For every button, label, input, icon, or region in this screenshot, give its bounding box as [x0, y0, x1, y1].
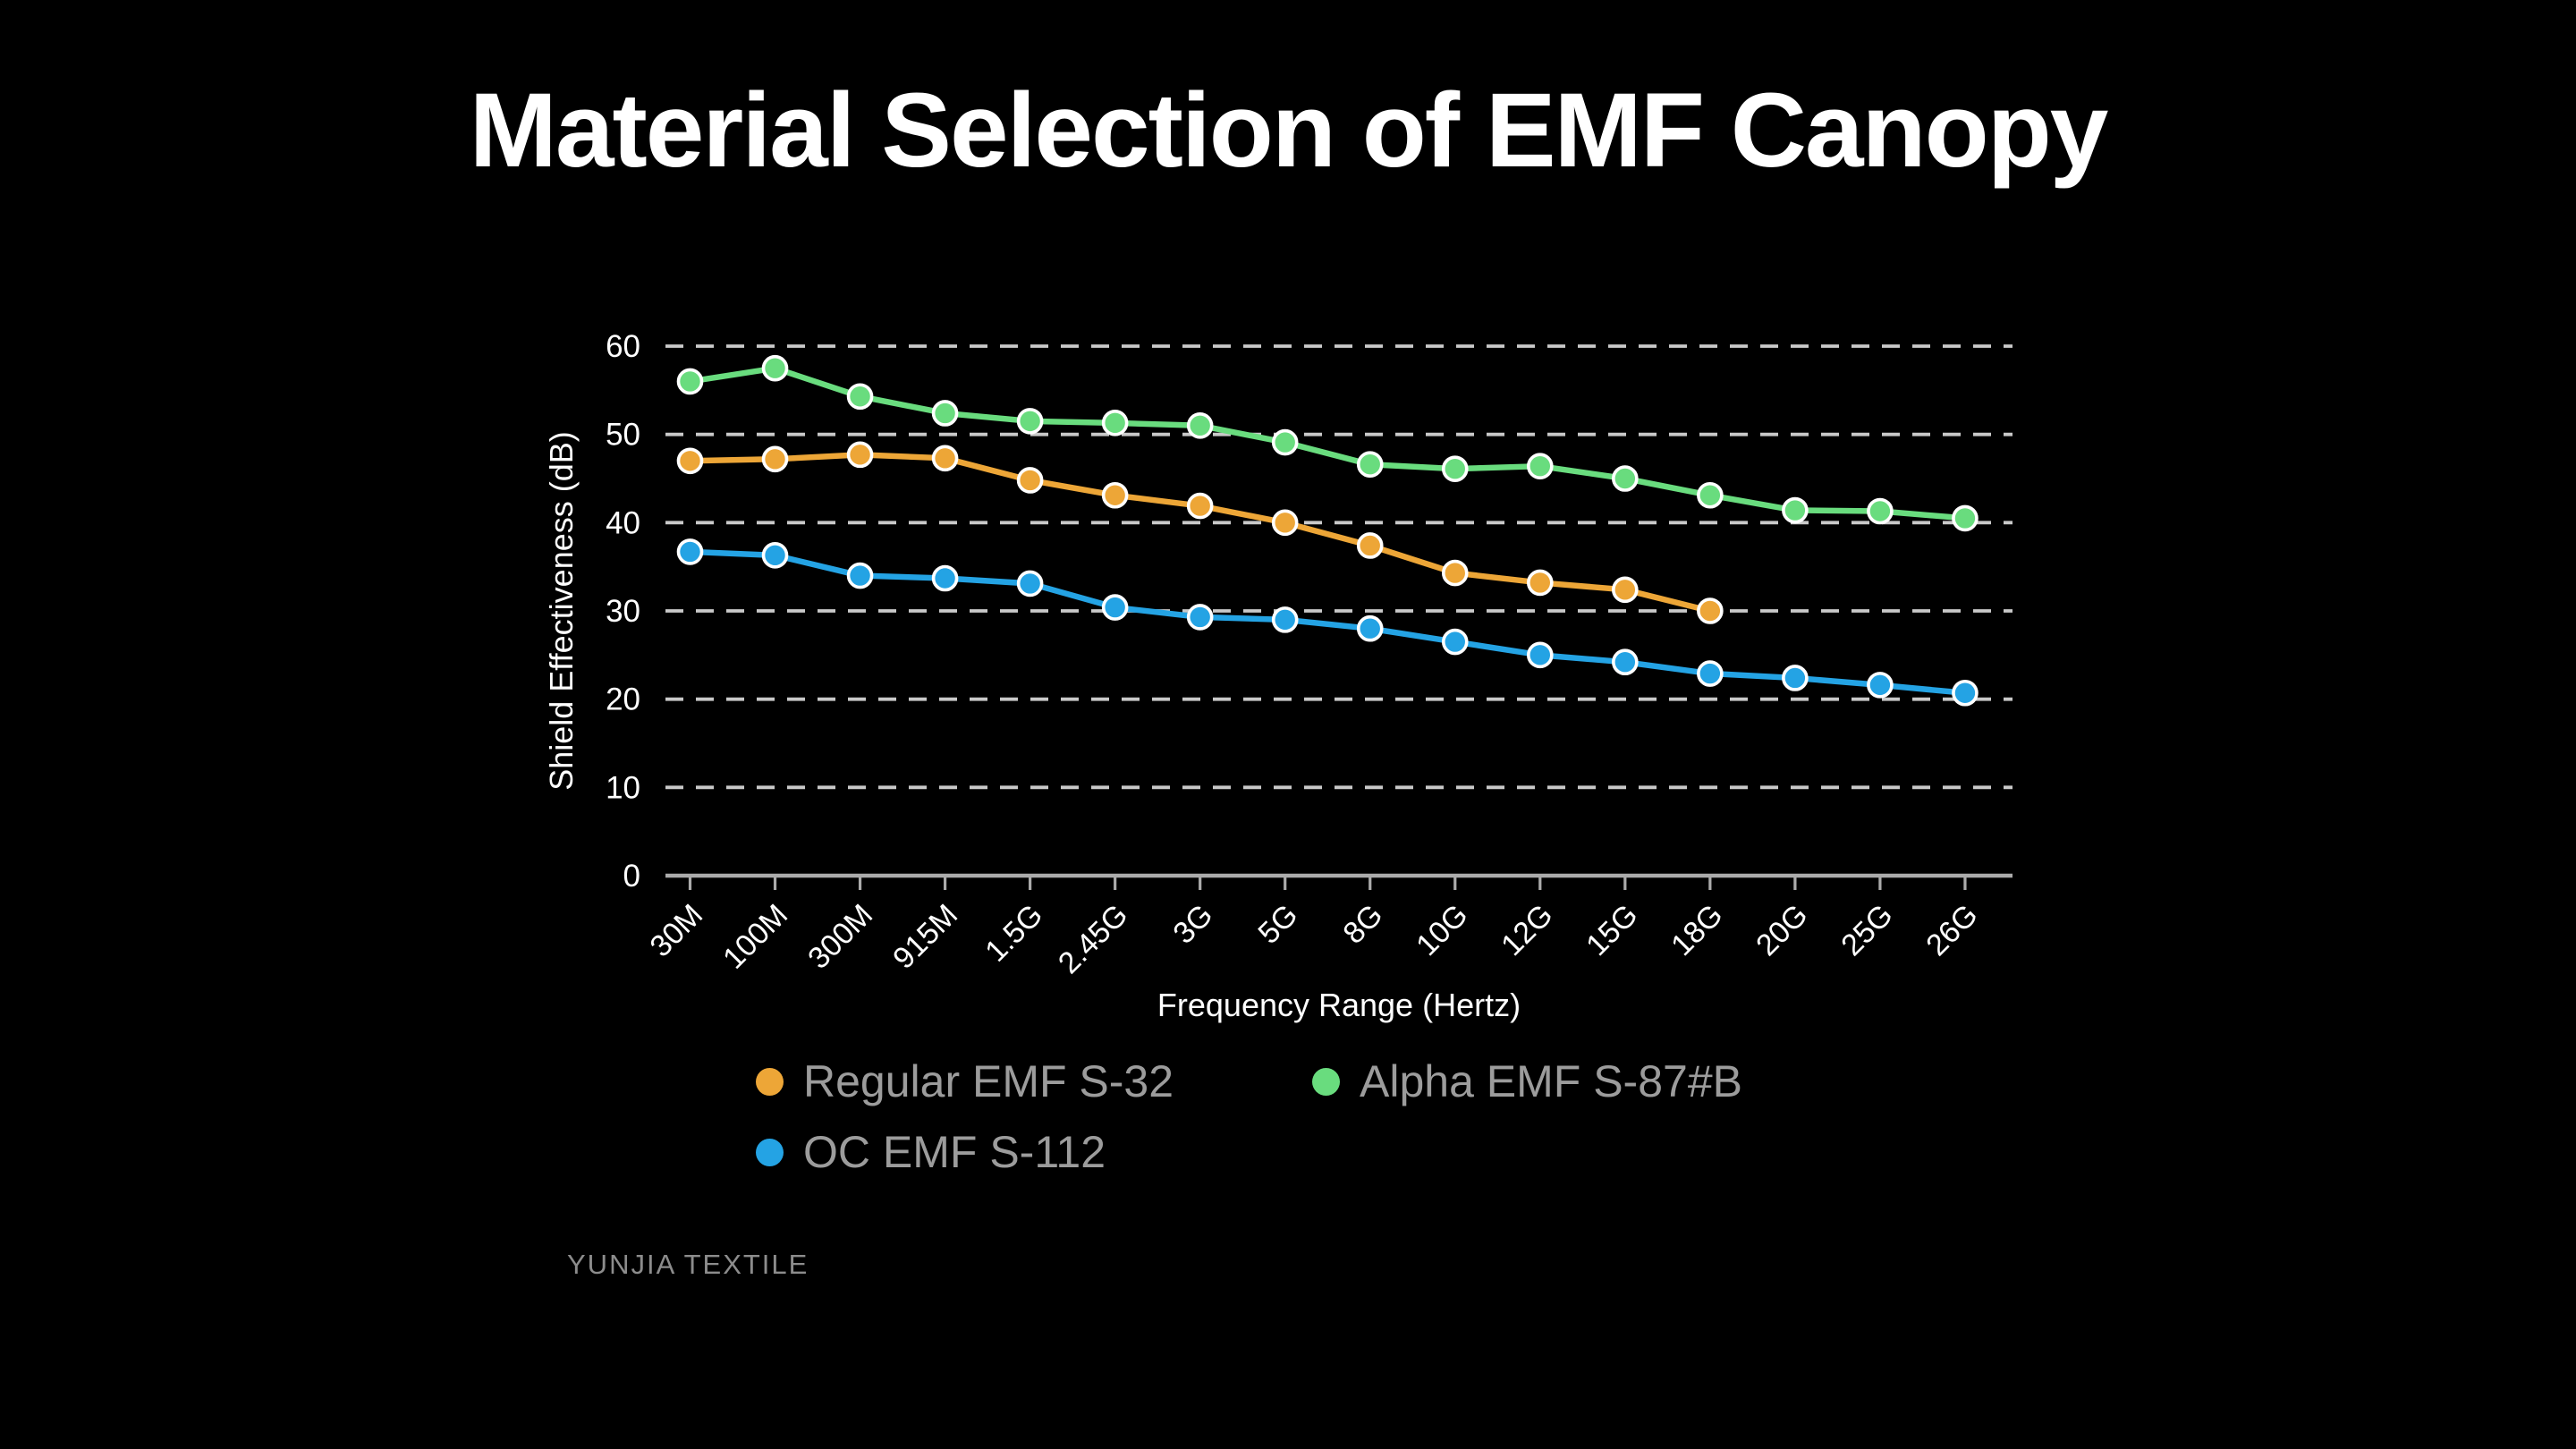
data-point-marker	[1867, 672, 1894, 699]
legend-swatch	[756, 1139, 784, 1166]
data-point-marker	[1867, 497, 1894, 525]
data-point-marker	[1101, 410, 1129, 436]
x-tick-label: 12G	[1495, 898, 1559, 962]
data-point-marker	[1441, 559, 1469, 587]
data-point-marker	[1016, 467, 1044, 494]
series-line	[687, 452, 1714, 614]
data-point-marker	[846, 441, 874, 469]
page-title: Material Selection of EMF Canopy	[469, 72, 2109, 190]
x-tick-label: 10G	[1410, 898, 1474, 962]
data-point-marker	[1101, 594, 1129, 621]
x-tick-label: 25G	[1835, 898, 1899, 962]
data-point-marker	[1441, 628, 1469, 656]
data-point-marker	[1356, 451, 1384, 479]
data-point-marker	[1271, 509, 1299, 537]
data-point-marker	[1271, 606, 1299, 633]
data-point-marker	[1186, 492, 1214, 520]
data-point-marker	[1782, 496, 1809, 524]
data-point-marker	[1186, 411, 1214, 439]
data-point-marker	[931, 400, 959, 427]
data-point-marker	[846, 562, 874, 589]
data-point-marker	[1697, 660, 1724, 687]
data-point-marker	[761, 542, 789, 569]
legend-label: OC EMF S-112	[803, 1127, 1106, 1177]
data-point-marker	[1952, 504, 1979, 532]
data-point-marker	[1527, 569, 1554, 597]
data-point-marker	[846, 383, 874, 411]
data-point-marker	[676, 368, 704, 395]
data-point-marker	[931, 564, 959, 592]
x-tick-label: 26G	[1919, 898, 1984, 962]
x-tick-label: 20G	[1750, 898, 1814, 962]
data-point-marker	[1016, 570, 1044, 597]
x-tick-label: 100M	[716, 898, 794, 976]
x-tick-label: 1.5G	[979, 898, 1049, 969]
data-point-marker	[1527, 641, 1554, 669]
y-tick-label: 20	[606, 682, 640, 717]
data-point-marker	[1441, 455, 1469, 482]
y-tick-label: 30	[606, 594, 640, 629]
data-point-marker	[1952, 679, 1979, 707]
series-line	[687, 365, 1969, 521]
legend-item: Alpha EMF S-87#B	[1312, 1057, 1742, 1106]
x-tick-label: 15G	[1580, 898, 1644, 962]
data-point-marker	[1697, 597, 1724, 624]
data-point-marker	[1101, 481, 1129, 509]
data-point-marker	[1356, 614, 1384, 642]
data-point-marker	[931, 445, 959, 472]
data-point-marker	[1356, 532, 1384, 559]
data-point-marker	[1016, 408, 1044, 435]
data-point-marker	[1612, 465, 1639, 492]
data-point-marker	[1612, 648, 1639, 676]
data-point-marker	[761, 354, 789, 382]
data-point-marker	[1186, 604, 1214, 631]
data-point-marker	[1697, 481, 1724, 509]
x-tick-label: 300M	[801, 898, 879, 976]
y-tick-label: 10	[606, 770, 640, 805]
chart-legend: Regular EMF S-32 Alpha EMF S-87#B OC EMF S…	[756, 1057, 1742, 1177]
data-point-marker	[676, 538, 704, 565]
x-axis-title: Frequency Range (Hertz)	[1157, 987, 1521, 1023]
y-tick-label: 0	[623, 859, 640, 894]
x-tick-label: 30M	[644, 898, 710, 964]
y-tick-label: 50	[606, 418, 640, 453]
data-point-marker	[676, 447, 704, 475]
legend-label: Alpha EMF S-87#B	[1360, 1056, 1742, 1106]
data-point-marker	[1612, 576, 1639, 604]
legend-swatch	[1312, 1068, 1340, 1096]
legend-label: Regular EMF S-32	[803, 1056, 1174, 1106]
data-point-marker	[761, 445, 789, 473]
x-tick-label: 8G	[1336, 898, 1389, 951]
legend-item: OC EMF S-112	[756, 1128, 1312, 1177]
legend-item: Regular EMF S-32	[756, 1057, 1312, 1106]
x-tick-label: 2.45G	[1052, 898, 1134, 980]
y-tick-label: 60	[606, 329, 640, 364]
brand-watermark: YUNJIA TEXTILE	[567, 1249, 809, 1280]
y-tick-label: 40	[606, 505, 640, 540]
series-line	[687, 548, 1969, 697]
data-point-marker	[1271, 428, 1299, 456]
data-point-marker	[1782, 665, 1809, 691]
x-tick-label: 5G	[1251, 898, 1304, 951]
x-tick-label: 18G	[1665, 898, 1729, 962]
data-point-marker	[1527, 453, 1554, 479]
y-axis-title: Shield Effectiveness (dB)	[543, 431, 580, 791]
x-tick-label: 915M	[886, 898, 964, 976]
legend-swatch	[756, 1068, 784, 1096]
x-tick-label: 3G	[1166, 898, 1219, 951]
